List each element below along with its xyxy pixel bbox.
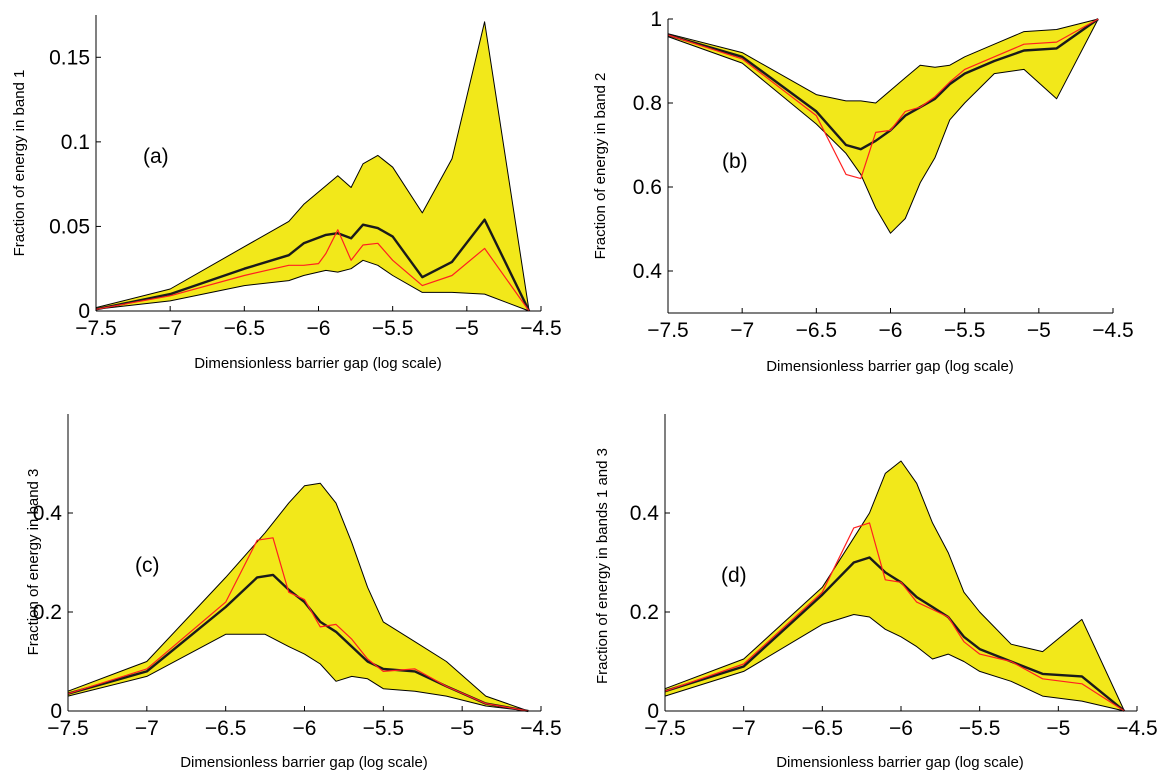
x-axis-label: Dimensionless barrier gap (log scale) — [194, 355, 442, 372]
series-line-mean — [67, 573, 529, 713]
x-tick-label: −7.5 — [647, 319, 688, 342]
y-tick-label: 0.2 — [630, 601, 659, 624]
series-line-lower — [95, 259, 530, 312]
y-axis-label: Fraction of energy in band 3 — [25, 469, 42, 656]
series-line-mean — [664, 556, 1126, 712]
x-tick-label: −6.5 — [796, 319, 837, 342]
band-area — [668, 19, 1099, 234]
x-axis-label: Dimensionless barrier gap (log scale) — [180, 754, 428, 771]
x-tick-label: −4.5 — [520, 717, 561, 740]
band-area — [96, 21, 530, 312]
series-line-upper — [664, 460, 1125, 712]
y-axis-label: Fraction of energy in band 2 — [592, 73, 609, 260]
y-tick-label: 0.4 — [33, 502, 63, 525]
series-line-lower — [667, 18, 1099, 234]
series-line-red — [67, 537, 529, 712]
x-tick-label: −5 — [1046, 717, 1070, 740]
series-line-mean — [95, 218, 531, 312]
x-tick-label: −7.5 — [644, 717, 685, 740]
x-tick-label: −5 — [450, 717, 474, 740]
series-line-lower — [664, 614, 1125, 712]
x-tick-label: −4.5 — [1092, 319, 1133, 342]
x-tick-label: −6.5 — [802, 717, 843, 740]
y-tick-label: 0.4 — [633, 260, 663, 283]
y-tick-label: 0.6 — [633, 176, 662, 199]
panel-d: −7.5 −7 −6.5 −6 −5.5 −5 −4.5 0 0.2 0.4 (d) Dimens… — [594, 414, 1158, 771]
x-tick-label: −7 — [135, 717, 159, 740]
series-line-red — [667, 18, 1099, 180]
y-tick-label: 0.8 — [633, 92, 662, 115]
y-axis-label: Fraction of energy in band 1 — [11, 70, 28, 257]
y-tick-label: 1 — [650, 8, 662, 31]
panel-label-a: (a) — [143, 145, 169, 168]
x-tick-label: −6.5 — [205, 717, 246, 740]
x-tick-label: −7 — [158, 317, 182, 340]
series-line-upper — [67, 482, 529, 712]
x-axis-label: Dimensionless barrier gap (log scale) — [766, 358, 1014, 375]
series-line-red — [95, 229, 530, 312]
band-area — [665, 461, 1125, 711]
x-tick-label: −6 — [879, 319, 903, 342]
panel-a: −7.5 −7 −6.5 −6 −5.5 −5 −4.5 0 0.05 0.1 0.15 (a) D… — [11, 15, 562, 372]
x-tick-label: −7 — [732, 717, 756, 740]
y-tick-label: 0 — [647, 700, 659, 723]
y-tick-label: 0.05 — [49, 215, 90, 238]
y-tick-label: 0.2 — [33, 601, 62, 624]
x-tick-label: −7 — [730, 319, 754, 342]
x-tick-label: −5.5 — [959, 717, 1000, 740]
x-tick-label: −6.5 — [224, 317, 265, 340]
y-tick-label: 0 — [50, 700, 62, 723]
series-line-upper — [95, 21, 530, 312]
x-tick-label: −6 — [307, 317, 331, 340]
x-tick-label: −5.5 — [363, 717, 404, 740]
y-tick-label: 0.1 — [61, 131, 90, 154]
x-tick-label: −7.5 — [75, 317, 116, 340]
panel-label-d: (d) — [721, 564, 747, 587]
x-tick-label: −6 — [293, 717, 317, 740]
y-axis-label: Fraction of energy in bands 1 and 3 — [594, 448, 611, 684]
panel-b: −7.5 −7 −6.5 −6 −5.5 −5 −4.5 0.4 0.6 0.8 1 (b) Dim… — [592, 8, 1134, 375]
series-line-lower — [67, 633, 529, 712]
x-tick-label: −5 — [455, 317, 479, 340]
y-tick-label: 0 — [78, 300, 90, 323]
x-tick-label: −4.5 — [520, 317, 561, 340]
panel-label-b: (b) — [722, 150, 748, 173]
y-tick-label: 0.15 — [49, 46, 90, 69]
series-line-upper — [667, 18, 1099, 104]
x-tick-label: −4.5 — [1116, 717, 1157, 740]
x-axis-label: Dimensionless barrier gap (log scale) — [776, 754, 1024, 771]
series-line-red — [664, 522, 1125, 712]
x-tick-label: −7.5 — [47, 717, 88, 740]
series-line-mean — [667, 18, 1099, 151]
panel-label-c: (c) — [135, 554, 160, 577]
panel-c: −7.5 −7 −6.5 −6 −5.5 −5 −4.5 0 0.2 0.4 (c) Dimens… — [25, 414, 562, 771]
x-tick-label: −6 — [889, 717, 913, 740]
x-tick-label: −5.5 — [372, 317, 413, 340]
y-tick-label: 0.4 — [630, 502, 660, 525]
x-tick-label: −5 — [1027, 319, 1051, 342]
x-tick-label: −5.5 — [944, 319, 985, 342]
